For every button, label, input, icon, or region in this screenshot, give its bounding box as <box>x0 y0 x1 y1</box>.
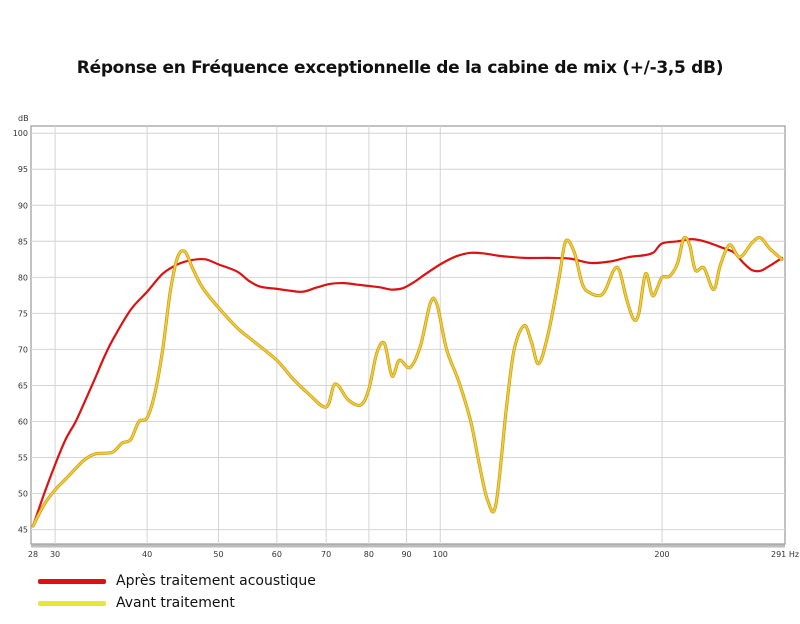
y-tick-label: 45 <box>18 526 28 535</box>
legend-swatch-apres <box>38 578 106 584</box>
legend-item-apres: Après traitement acoustique <box>38 571 438 591</box>
x-tick-label: 40 <box>142 550 152 559</box>
y-tick-label: 100 <box>13 129 28 138</box>
x-tick-label: 70 <box>321 550 331 559</box>
legend-swatch-avant <box>38 600 106 606</box>
y-axis-label: dB <box>18 114 29 123</box>
x-tick-label: 200 <box>654 550 669 559</box>
plot-area <box>30 125 786 545</box>
x-tick-label: 100 <box>433 550 448 559</box>
y-tick-label: 85 <box>18 237 28 246</box>
x-tick-label: 291 Hz <box>771 550 799 559</box>
y-tick-label: 70 <box>18 345 28 354</box>
chart-title: Réponse en Fréquence exceptionnelle de l… <box>76 58 724 78</box>
y-tick-label: 65 <box>18 381 28 390</box>
series-layer <box>31 235 784 528</box>
series-line-avant <box>32 236 783 527</box>
series-line-apres <box>31 238 784 528</box>
x-tick-label: 60 <box>272 550 282 559</box>
y-tick-label: 55 <box>18 454 28 463</box>
x-tick-label: 28 <box>28 550 38 559</box>
x-tick-label: 50 <box>213 550 223 559</box>
y-tick-label: 50 <box>18 490 28 499</box>
legend-label-apres: Après traitement acoustique <box>116 573 316 589</box>
x-tick-label: 30 <box>50 550 60 559</box>
y-tick-label: 75 <box>18 309 28 318</box>
legend-item-avant: Avant traitement <box>38 593 438 613</box>
grid <box>31 126 785 544</box>
legend-label-avant: Avant traitement <box>116 595 235 611</box>
x-tick-labels: 28 30 40 50 60 70 80 90 100 200 291 Hz <box>28 550 799 559</box>
x-tick-label: 90 <box>401 550 411 559</box>
y-tick-label: 95 <box>18 165 28 174</box>
y-tick-label: 80 <box>18 273 28 282</box>
y-tick-label: 60 <box>18 417 28 426</box>
y-tick-labels: 45 50 55 60 65 70 75 80 85 90 95 100 <box>13 129 28 534</box>
y-tick-label: 90 <box>18 201 28 210</box>
x-tick-label: 80 <box>364 550 374 559</box>
